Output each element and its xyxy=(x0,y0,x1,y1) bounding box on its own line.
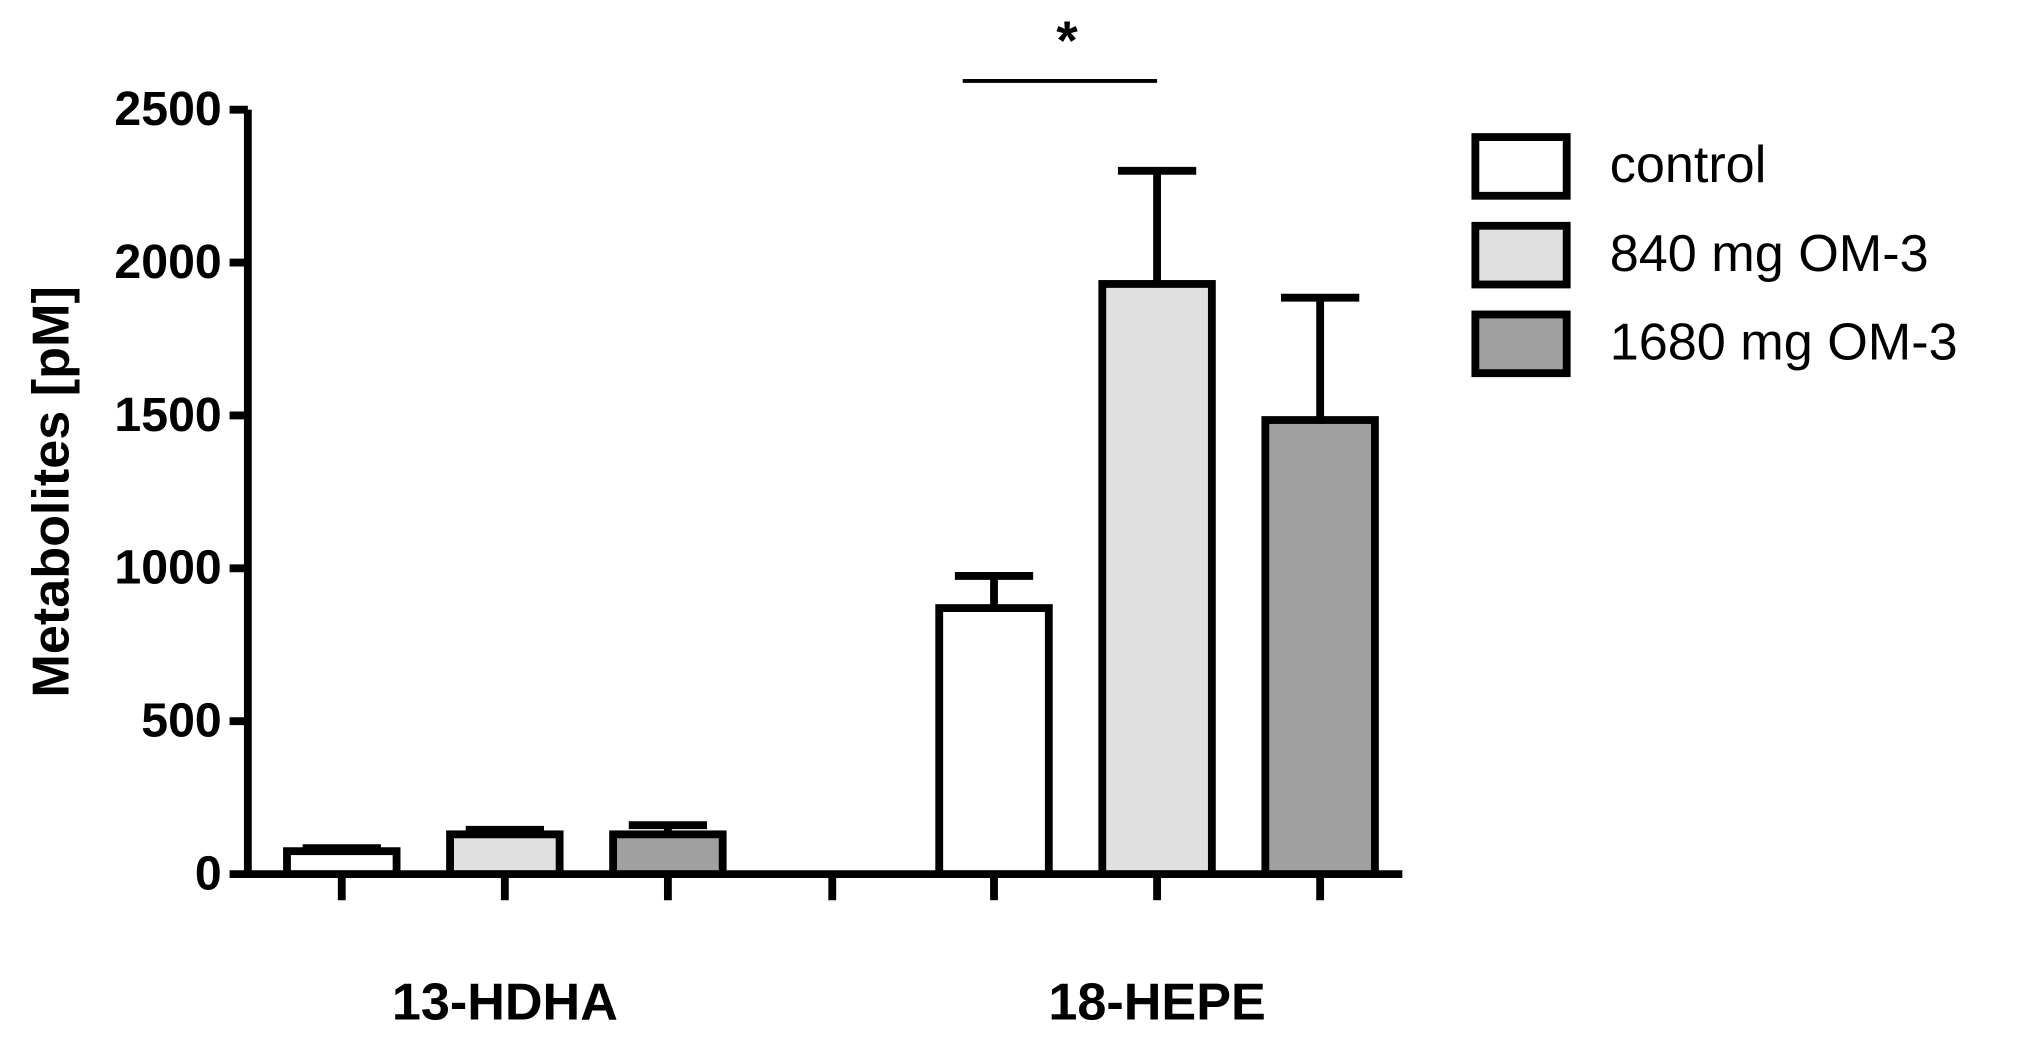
bar xyxy=(283,847,401,879)
significance-star: * xyxy=(1056,9,1078,71)
bar xyxy=(446,830,564,879)
bar xyxy=(609,830,727,879)
legend-swatch xyxy=(1471,310,1571,378)
legend-label: 840 mg OM-3 xyxy=(1610,225,1929,283)
legend-label: control xyxy=(1610,136,1767,194)
bar xyxy=(1261,416,1379,879)
y-tick-label: 1000 xyxy=(114,541,221,595)
bar xyxy=(1098,280,1216,879)
y-tick-label: 0 xyxy=(195,846,222,900)
y-axis-title: Metabolites [pM] xyxy=(23,286,81,697)
legend-swatch xyxy=(1471,221,1571,289)
x-tick-label: 18-HEPE xyxy=(1048,974,1265,1032)
x-tick-label: 13-HDHA xyxy=(392,974,618,1032)
y-tick-label: 500 xyxy=(141,694,222,748)
y-tick-label: 1500 xyxy=(114,388,221,442)
legend-label: 1680 mg OM-3 xyxy=(1610,314,1958,372)
legend-swatch xyxy=(1471,133,1571,200)
y-tick-label: 2500 xyxy=(114,82,221,136)
bar xyxy=(935,604,1053,879)
y-tick-label: 2000 xyxy=(114,235,221,289)
